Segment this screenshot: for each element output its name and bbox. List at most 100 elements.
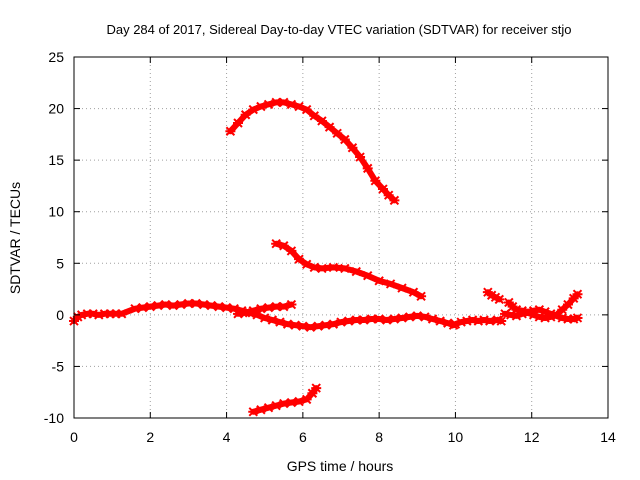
data-point bbox=[572, 289, 583, 299]
data-point bbox=[286, 299, 297, 310]
series-arc-zero-d bbox=[482, 287, 505, 305]
grid-lines bbox=[74, 57, 608, 418]
y-tick-label: 25 bbox=[48, 49, 64, 65]
data-point bbox=[416, 291, 427, 301]
data-point bbox=[294, 254, 305, 264]
data-point bbox=[311, 383, 322, 393]
data-point bbox=[175, 299, 186, 310]
x-tick-label: 6 bbox=[299, 429, 307, 445]
data-point bbox=[116, 309, 127, 319]
x-tick-label: 2 bbox=[146, 429, 154, 445]
data-point bbox=[286, 246, 297, 256]
y-axis-label: SDTVAR / TECUs bbox=[7, 182, 23, 294]
x-tick-label: 4 bbox=[223, 429, 231, 445]
series-arc-zero-f bbox=[500, 289, 583, 323]
data-point bbox=[263, 302, 274, 313]
data-point bbox=[355, 152, 366, 162]
data-point bbox=[408, 287, 419, 297]
data-point bbox=[343, 316, 354, 326]
chart-title: Day 284 of 2017, Sidereal Day-to-day VTE… bbox=[106, 22, 571, 37]
x-tick-label: 10 bbox=[448, 429, 464, 445]
data-point bbox=[328, 262, 339, 273]
data-point bbox=[332, 128, 343, 139]
y-tick-label: -5 bbox=[52, 358, 65, 374]
data-point bbox=[278, 398, 289, 409]
x-tick-label: 12 bbox=[524, 429, 540, 445]
data-point bbox=[137, 302, 148, 313]
data-point bbox=[351, 266, 362, 277]
data-point bbox=[320, 320, 331, 330]
data-point bbox=[286, 397, 297, 408]
data-point bbox=[572, 313, 583, 323]
series-arc-low bbox=[248, 383, 322, 417]
data-point bbox=[206, 300, 217, 311]
series-arc-mid bbox=[271, 238, 427, 301]
x-tick-label: 0 bbox=[70, 429, 78, 445]
data-point bbox=[160, 299, 171, 310]
data-point bbox=[389, 195, 400, 206]
data-point bbox=[316, 116, 327, 126]
data-point bbox=[255, 303, 266, 314]
data-point bbox=[374, 276, 385, 286]
data-point bbox=[278, 241, 289, 251]
axis-ticks: 0 2 4 6 8 10 12 14 -10 -5 0 5 10 15 20 25 bbox=[44, 49, 616, 445]
data-point bbox=[339, 134, 350, 145]
data-point bbox=[339, 263, 350, 274]
data-point bbox=[374, 314, 385, 324]
x-tick-label: 14 bbox=[600, 429, 616, 445]
data-point bbox=[309, 262, 320, 273]
data-point bbox=[309, 111, 320, 121]
data-point bbox=[290, 320, 301, 330]
data-point bbox=[496, 316, 507, 326]
data-point bbox=[494, 294, 505, 305]
data-point bbox=[385, 279, 396, 289]
data-point bbox=[347, 143, 358, 153]
data-point bbox=[221, 302, 232, 313]
y-tick-label: 0 bbox=[56, 307, 64, 323]
data-point bbox=[130, 303, 141, 314]
data-point bbox=[316, 263, 327, 274]
data-point bbox=[168, 300, 179, 311]
data-point bbox=[301, 104, 312, 115]
data-point bbox=[324, 122, 335, 132]
data-point bbox=[370, 176, 381, 186]
data-point bbox=[397, 313, 408, 323]
data-point bbox=[397, 283, 408, 293]
data-point bbox=[412, 311, 423, 321]
data-point bbox=[362, 163, 373, 174]
y-tick-label: 20 bbox=[48, 101, 64, 117]
series-arc-zero-c bbox=[450, 315, 507, 329]
data-point bbox=[362, 270, 373, 281]
series-arc-high bbox=[225, 97, 400, 206]
data-point bbox=[240, 110, 251, 120]
data-point bbox=[191, 298, 202, 309]
data-point bbox=[233, 309, 244, 319]
y-tick-label: 15 bbox=[48, 152, 64, 168]
data-point bbox=[213, 301, 224, 312]
data-point bbox=[198, 299, 209, 310]
data-point bbox=[381, 315, 392, 325]
y-tick-label: -10 bbox=[44, 410, 64, 426]
data-point bbox=[358, 315, 369, 325]
data-point bbox=[389, 314, 400, 324]
data-point bbox=[145, 301, 156, 312]
data-point bbox=[282, 319, 293, 329]
data-point bbox=[305, 322, 316, 332]
data-layer bbox=[69, 97, 583, 417]
data-point bbox=[313, 321, 324, 331]
data-point bbox=[404, 312, 415, 322]
series-arc-zero-b bbox=[233, 299, 297, 319]
y-tick-label: 10 bbox=[48, 204, 64, 220]
y-tick-label: 5 bbox=[56, 255, 64, 271]
series-arc-zero-a bbox=[69, 298, 459, 332]
data-point bbox=[233, 118, 244, 128]
x-axis-label: GPS time / hours bbox=[287, 458, 394, 474]
data-point bbox=[225, 126, 236, 136]
data-point bbox=[484, 316, 495, 326]
data-point bbox=[336, 317, 346, 327]
plot-frame bbox=[73, 56, 609, 419]
data-point bbox=[297, 321, 308, 331]
data-point bbox=[152, 300, 163, 311]
x-tick-label: 8 bbox=[375, 429, 383, 445]
